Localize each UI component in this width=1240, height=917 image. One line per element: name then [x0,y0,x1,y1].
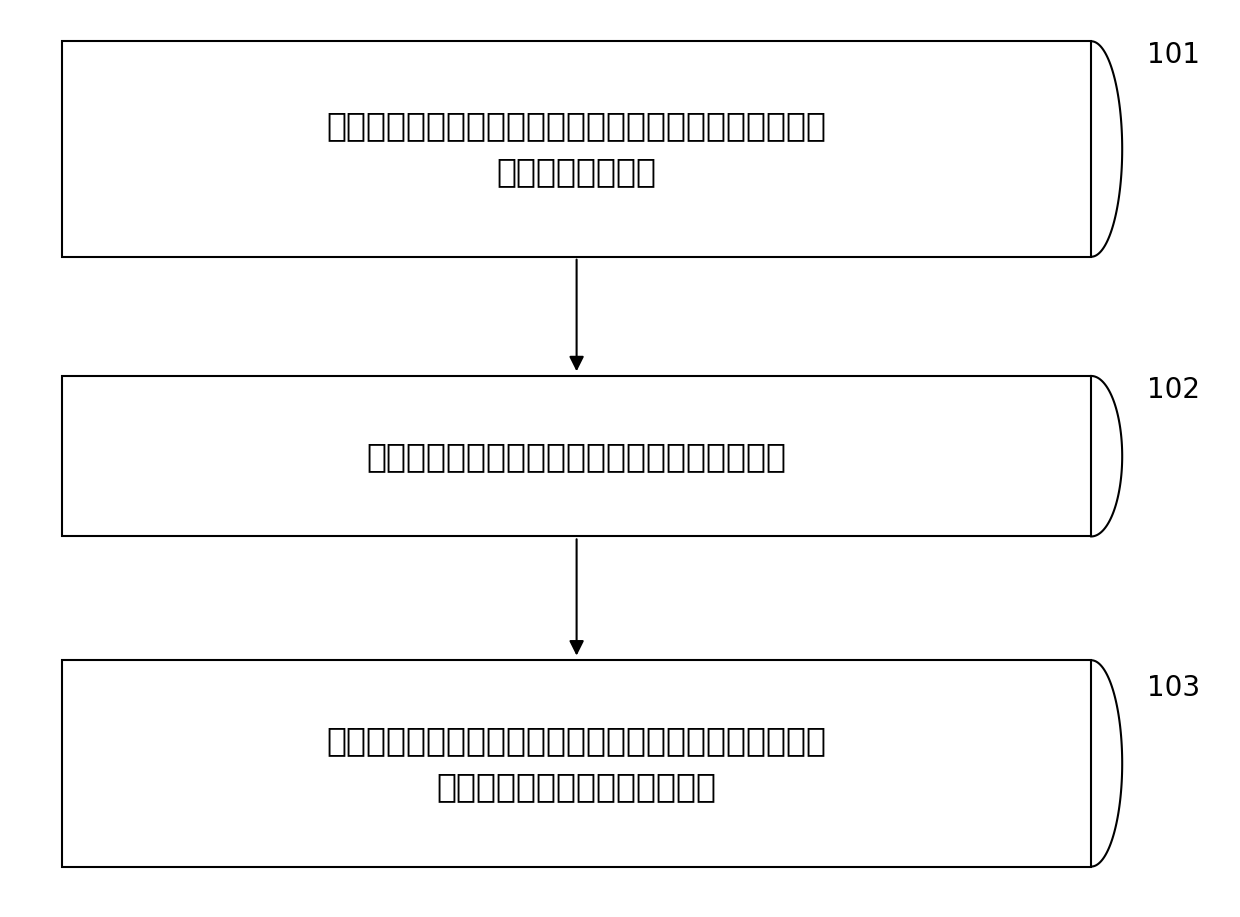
FancyBboxPatch shape [62,41,1091,257]
Text: 基带单元根据目标延时补偿量和第一最大延时补偿量，与
射频单元联合进行延时补偿处理: 基带单元根据目标延时补偿量和第一最大延时补偿量，与 射频单元联合进行延时补偿处理 [326,724,827,803]
Text: 基带单元根据处理延时量，确定目标延时补偿量: 基带单元根据处理延时量，确定目标延时补偿量 [367,440,786,472]
FancyBboxPatch shape [62,660,1091,867]
Text: 103: 103 [1147,674,1200,702]
Text: 101: 101 [1147,41,1200,69]
Text: 基带单元接收射频单元上报的射频单元的处理延时量和第
一最大延时补偿量: 基带单元接收射频单元上报的射频单元的处理延时量和第 一最大延时补偿量 [326,109,827,189]
Text: 102: 102 [1147,376,1200,403]
FancyBboxPatch shape [62,376,1091,536]
